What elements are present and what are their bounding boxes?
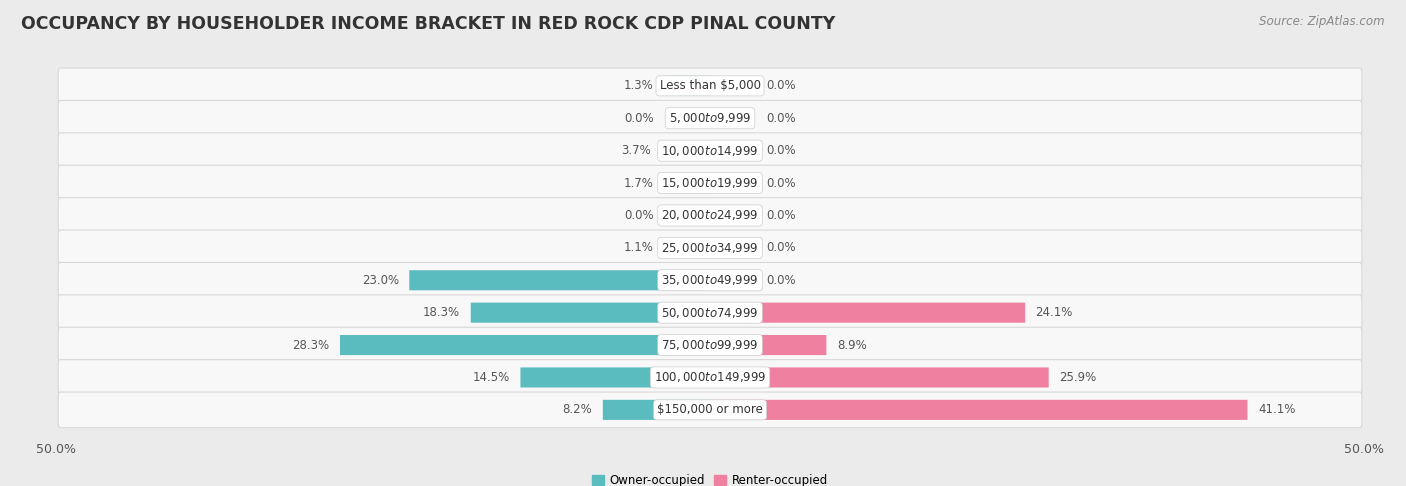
Text: $5,000 to $9,999: $5,000 to $9,999 [669, 111, 751, 125]
FancyBboxPatch shape [340, 335, 710, 355]
Text: 0.0%: 0.0% [624, 112, 654, 125]
FancyBboxPatch shape [664, 173, 710, 193]
Text: $100,000 to $149,999: $100,000 to $149,999 [654, 370, 766, 384]
Text: 28.3%: 28.3% [292, 339, 329, 351]
Text: 0.0%: 0.0% [766, 112, 796, 125]
Text: $25,000 to $34,999: $25,000 to $34,999 [661, 241, 759, 255]
FancyBboxPatch shape [58, 101, 1362, 136]
Text: Source: ZipAtlas.com: Source: ZipAtlas.com [1260, 15, 1385, 28]
Text: 23.0%: 23.0% [361, 274, 399, 287]
FancyBboxPatch shape [710, 400, 1247, 420]
FancyBboxPatch shape [58, 262, 1362, 298]
Text: $10,000 to $14,999: $10,000 to $14,999 [661, 144, 759, 157]
FancyBboxPatch shape [664, 76, 710, 96]
Text: 41.1%: 41.1% [1258, 403, 1295, 417]
Text: $75,000 to $99,999: $75,000 to $99,999 [661, 338, 759, 352]
FancyBboxPatch shape [710, 367, 1049, 387]
FancyBboxPatch shape [603, 400, 710, 420]
FancyBboxPatch shape [58, 165, 1362, 201]
Text: 0.0%: 0.0% [766, 144, 796, 157]
Text: 1.1%: 1.1% [624, 242, 654, 254]
Text: 1.7%: 1.7% [624, 176, 654, 190]
FancyBboxPatch shape [664, 238, 710, 258]
FancyBboxPatch shape [710, 335, 827, 355]
FancyBboxPatch shape [471, 303, 710, 323]
Text: 3.7%: 3.7% [621, 144, 651, 157]
Text: 0.0%: 0.0% [766, 242, 796, 254]
Text: 0.0%: 0.0% [766, 176, 796, 190]
FancyBboxPatch shape [58, 392, 1362, 428]
FancyBboxPatch shape [58, 198, 1362, 233]
Text: 1.3%: 1.3% [624, 79, 654, 92]
Text: $150,000 or more: $150,000 or more [657, 403, 763, 417]
Text: OCCUPANCY BY HOUSEHOLDER INCOME BRACKET IN RED ROCK CDP PINAL COUNTY: OCCUPANCY BY HOUSEHOLDER INCOME BRACKET … [21, 15, 835, 33]
Text: $20,000 to $24,999: $20,000 to $24,999 [661, 208, 759, 223]
Text: Less than $5,000: Less than $5,000 [659, 79, 761, 92]
Text: 24.1%: 24.1% [1036, 306, 1073, 319]
Text: 0.0%: 0.0% [766, 209, 796, 222]
FancyBboxPatch shape [520, 367, 710, 387]
Text: 14.5%: 14.5% [472, 371, 510, 384]
Text: 18.3%: 18.3% [423, 306, 460, 319]
Text: 0.0%: 0.0% [766, 79, 796, 92]
Text: 8.9%: 8.9% [837, 339, 866, 351]
Text: $50,000 to $74,999: $50,000 to $74,999 [661, 306, 759, 320]
Text: $15,000 to $19,999: $15,000 to $19,999 [661, 176, 759, 190]
FancyBboxPatch shape [58, 68, 1362, 104]
Legend: Owner-occupied, Renter-occupied: Owner-occupied, Renter-occupied [586, 469, 834, 486]
Text: $35,000 to $49,999: $35,000 to $49,999 [661, 273, 759, 287]
FancyBboxPatch shape [58, 327, 1362, 363]
FancyBboxPatch shape [662, 140, 710, 161]
Text: 0.0%: 0.0% [766, 274, 796, 287]
FancyBboxPatch shape [58, 133, 1362, 169]
Text: 0.0%: 0.0% [624, 209, 654, 222]
FancyBboxPatch shape [58, 230, 1362, 266]
FancyBboxPatch shape [58, 360, 1362, 395]
Text: 8.2%: 8.2% [562, 403, 592, 417]
FancyBboxPatch shape [710, 303, 1025, 323]
FancyBboxPatch shape [409, 270, 710, 290]
FancyBboxPatch shape [58, 295, 1362, 330]
Text: 25.9%: 25.9% [1059, 371, 1097, 384]
